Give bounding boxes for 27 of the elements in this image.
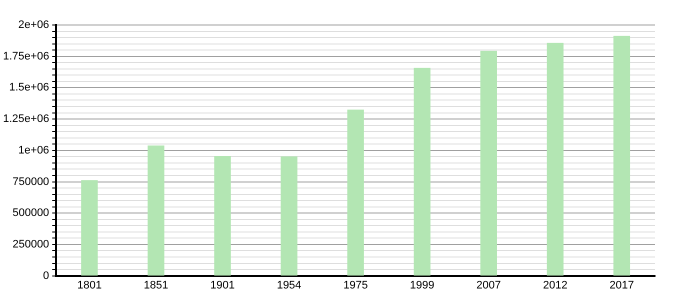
bar <box>280 156 298 276</box>
y-tick-label: 750000 <box>12 176 50 188</box>
x-tick-label: 1801 <box>77 279 102 292</box>
y-tick-label: 0 <box>43 270 50 282</box>
x-tick-label: 1954 <box>276 279 302 292</box>
y-tick-label: 500000 <box>12 207 50 220</box>
bar <box>414 68 430 276</box>
y-tick-label: 2e+06 <box>18 19 50 32</box>
x-tick-label: 1999 <box>410 279 434 292</box>
bar <box>81 180 98 276</box>
bar <box>613 36 630 276</box>
y-tick-label: 1.75e+06 <box>3 50 50 62</box>
y-tick-label: 1e+06 <box>18 144 50 156</box>
x-tick-label: 1975 <box>343 279 368 292</box>
x-tick-label: 1851 <box>144 279 168 292</box>
bar <box>214 156 231 276</box>
y-tick-label: 1.5e+06 <box>9 82 50 94</box>
y-tick-label: 250000 <box>12 238 50 250</box>
y-tick-label: 1.25e+06 <box>3 113 50 126</box>
x-tick-label: 2012 <box>542 279 568 292</box>
bar <box>148 146 164 276</box>
bar <box>480 50 497 276</box>
bar <box>347 110 364 276</box>
x-tick-label: 2017 <box>609 279 634 292</box>
x-tick-label: 2007 <box>476 279 501 292</box>
bar <box>546 42 564 276</box>
x-tick-label: 1901 <box>210 279 235 292</box>
